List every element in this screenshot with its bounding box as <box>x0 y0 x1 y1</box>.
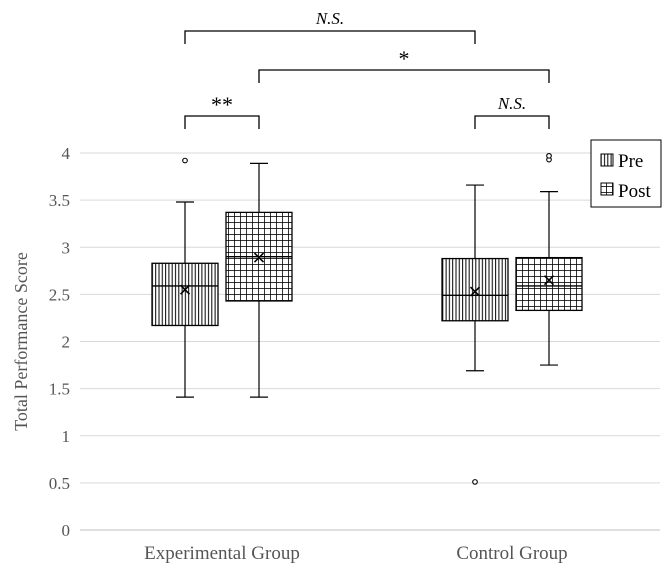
bracket-line <box>184 115 260 129</box>
y-tick-label: 0.5 <box>49 474 70 493</box>
y-axis-label: Total Performance Score <box>11 252 31 431</box>
y-tick-label: 2 <box>62 333 71 352</box>
box-pre-0 <box>151 157 219 398</box>
significance-label: N.S. <box>315 9 344 28</box>
y-tick-label: 3 <box>62 238 71 257</box>
bracket-line <box>258 69 550 83</box>
legend: Pre Post <box>590 139 662 208</box>
category-label: Control Group <box>456 543 567 564</box>
category-labels: Experimental Group Control Group <box>144 543 568 564</box>
y-tick-label: 1.5 <box>49 380 70 399</box>
y-tick-label: 1 <box>62 427 71 446</box>
mean-marker <box>469 286 481 297</box>
outlier-point <box>182 157 188 164</box>
legend-label-pre: Pre <box>618 151 643 172</box>
significance-label: N.S. <box>497 94 526 113</box>
mean-marker <box>253 252 265 263</box>
bracket-line <box>184 30 476 44</box>
iqr-box <box>441 257 509 322</box>
y-axis-ticks: 0 0.5 1 1.5 2 2.5 3 3.5 4 <box>49 144 71 540</box>
iqr-box <box>515 256 583 312</box>
y-tick-label: 2.5 <box>49 285 70 304</box>
mean-marker-stroke <box>469 286 481 297</box>
mean-marker <box>543 275 555 286</box>
mean-marker-stroke <box>543 275 555 286</box>
significance-bracket: N.S. <box>474 94 550 129</box>
significance-bracket: ** <box>184 92 260 129</box>
box-pre-1 <box>441 184 509 485</box>
boxes <box>151 152 583 485</box>
legend-frame <box>590 139 662 208</box>
significance-bracket: N.S. <box>184 9 476 44</box>
y-tick-label: 3.5 <box>49 191 70 210</box>
bracket-line <box>474 115 550 129</box>
significance-label: ** <box>211 92 233 117</box>
mean-marker-stroke <box>179 284 191 295</box>
mean-marker-stroke <box>253 252 265 263</box>
significance-brackets: ** N.S. * N.S. <box>184 9 550 129</box>
legend-swatch-pre <box>600 153 614 167</box>
category-label: Experimental Group <box>144 543 300 564</box>
y-tick-label: 0 <box>62 521 71 540</box>
outlier-point <box>546 152 552 159</box>
iqr-box <box>151 262 219 327</box>
legend-label-post: Post <box>618 181 651 202</box>
legend-swatch-post <box>600 182 614 196</box>
mean-marker <box>179 284 191 295</box>
box-post-0 <box>225 162 293 398</box>
significance-bracket: * <box>258 46 550 83</box>
outlier-point <box>472 479 478 485</box>
significance-label: * <box>399 46 410 71</box>
y-tick-label: 4 <box>62 144 71 163</box>
box-post-1 <box>515 152 583 366</box>
